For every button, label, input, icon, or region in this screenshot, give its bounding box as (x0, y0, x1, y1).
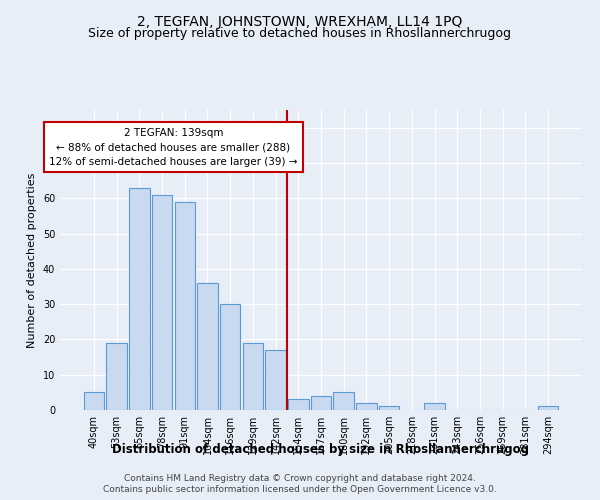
Bar (106, 343, 127, 410)
Bar (84, 392, 104, 410)
Text: 2, TEGFAN, JOHNSTOWN, WREXHAM, LL14 1PQ: 2, TEGFAN, JOHNSTOWN, WREXHAM, LL14 1PQ (137, 15, 463, 29)
Text: Distribution of detached houses by size in Rhosllannerchrugog: Distribution of detached houses by size … (113, 442, 530, 456)
Bar (175, 202, 195, 410)
Text: Contains HM Land Registry data © Crown copyright and database right 2024.: Contains HM Land Registry data © Crown c… (124, 474, 476, 483)
Bar (129, 188, 149, 410)
Bar (288, 400, 308, 410)
Text: Size of property relative to detached houses in Rhosllannerchrugog: Size of property relative to detached ho… (89, 28, 511, 40)
Bar (379, 406, 400, 410)
Text: 2 TEGFAN: 139sqm
← 88% of detached houses are smaller (288)
12% of semi-detached: 2 TEGFAN: 139sqm ← 88% of detached house… (49, 128, 298, 167)
Bar (424, 403, 445, 410)
Text: Contains public sector information licensed under the Open Government Licence v3: Contains public sector information licen… (103, 485, 497, 494)
Y-axis label: Number of detached properties: Number of detached properties (27, 172, 37, 348)
Bar (311, 396, 331, 410)
Bar (242, 343, 263, 410)
Bar (356, 403, 377, 410)
Bar (220, 304, 241, 410)
Bar (197, 283, 218, 410)
Bar (334, 392, 354, 410)
Bar (152, 194, 172, 410)
Bar (265, 350, 286, 410)
Bar (538, 406, 558, 410)
